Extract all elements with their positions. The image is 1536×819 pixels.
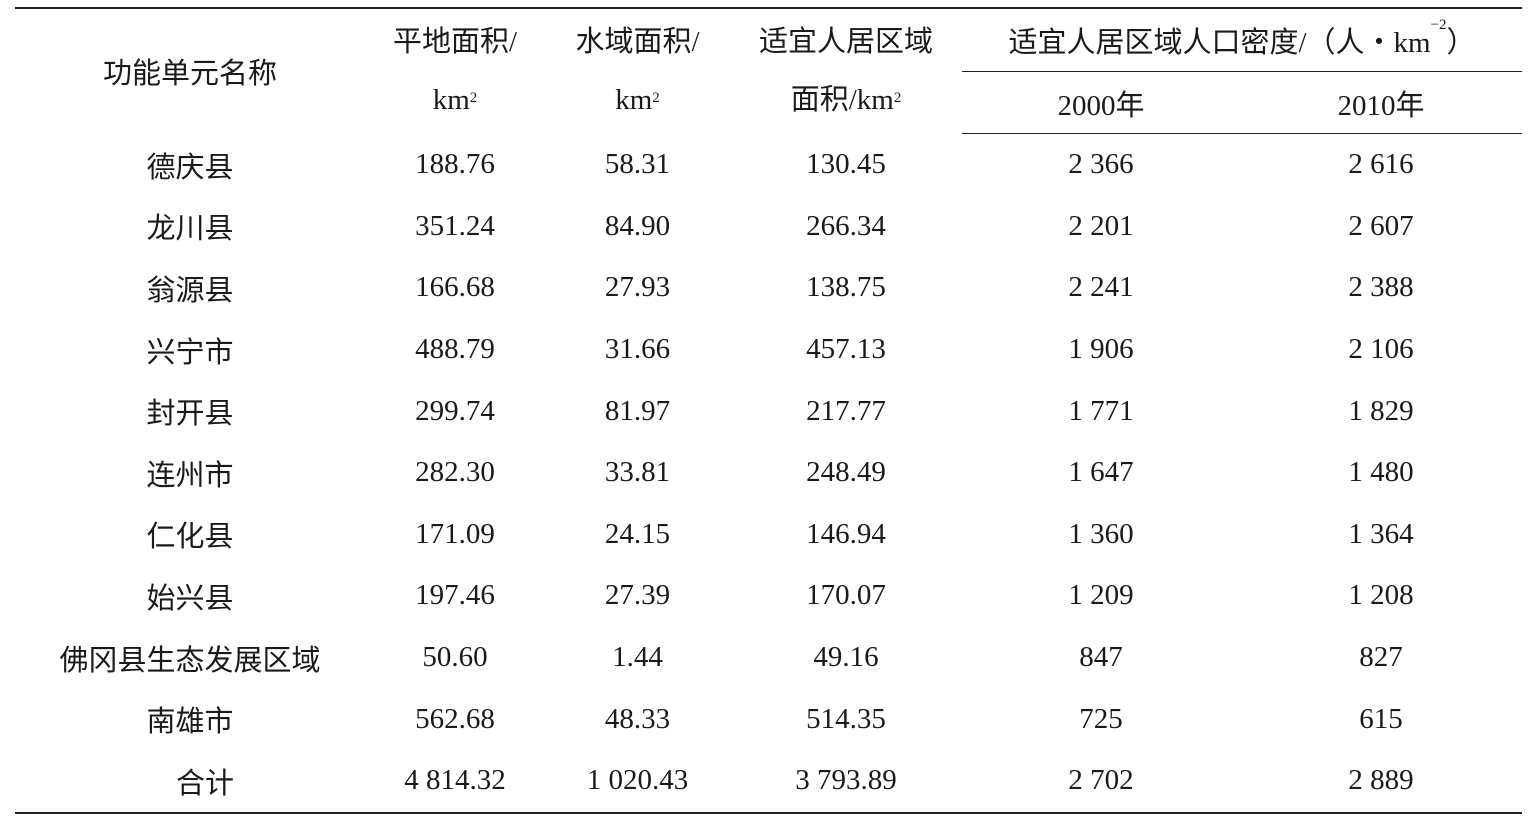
cell-density-2010: 2 106 [1348, 333, 1414, 366]
cell-flat-area: 171.09 [415, 517, 495, 550]
table-row: 封开县 299.74 81.97 217.77 1 771 1 829 [15, 380, 1522, 442]
cell-flat-area: 562.68 [415, 702, 495, 735]
cell-flat-area: 197.46 [415, 579, 495, 612]
cell-water-area: 31.66 [604, 333, 671, 366]
cell-density-2010: 1 829 [1348, 394, 1414, 427]
table-row: 南雄市 562.68 48.33 514.35 725 615 [15, 688, 1522, 750]
cell-density-2000: 1 209 [1068, 579, 1134, 612]
cell-name: 连州市 [146, 459, 234, 492]
cell-density-2010: 2 616 [1348, 148, 1414, 181]
cell-name: 佛冈县生态发展区域 [59, 644, 321, 677]
header-2000: 2000年 [962, 71, 1240, 134]
header-density: 适宜人居区域人口密度/（人・km−2） [962, 8, 1523, 72]
cell-density-2000: 1 906 [1068, 333, 1134, 366]
cell-water-area: 1 020.43 [586, 764, 689, 797]
cell-water-area: 27.39 [604, 579, 671, 612]
cell-density-2010: 1 208 [1348, 579, 1414, 612]
cell-density-2010: 1 480 [1348, 456, 1414, 489]
cell-flat-area: 282.30 [415, 456, 495, 489]
cell-water-area: 1.44 [612, 641, 663, 674]
table-row: 翁源县 166.68 27.93 138.75 2 241 2 388 [15, 257, 1522, 319]
cell-flat-area: 188.76 [415, 148, 495, 181]
table-row: 连州市 282.30 33.81 248.49 1 647 1 480 [15, 442, 1522, 504]
cell-habitable-area: 3 793.89 [795, 764, 897, 797]
cell-water-area: 48.33 [604, 702, 671, 735]
cell-name: 始兴县 [146, 582, 234, 615]
table-row: 合计 4 814.32 1 020.43 3 793.89 2 702 2 889 [15, 750, 1522, 813]
cell-flat-area: 166.68 [415, 271, 495, 304]
header-habitable-area: 适宜人居区域 面积/km2 [758, 26, 933, 117]
table-row: 仁化县 171.09 24.15 146.94 1 360 1 364 [15, 504, 1522, 566]
header-2010: 2010年 [1240, 71, 1523, 134]
header-water-area: 水域面积/km2 [575, 26, 700, 117]
cell-name: 翁源县 [146, 274, 234, 307]
cell-habitable-area: 130.45 [806, 148, 886, 181]
table-row: 龙川县 351.24 84.90 266.34 2 201 2 607 [15, 196, 1522, 258]
header-name: 功能单元名称 [102, 58, 277, 91]
cell-habitable-area: 49.16 [813, 641, 879, 674]
cell-habitable-area: 457.13 [806, 333, 886, 366]
header-flat-area: 平地面积/km2 [392, 26, 518, 117]
cell-name: 封开县 [146, 398, 234, 431]
cell-density-2010: 827 [1359, 641, 1403, 674]
cell-density-2010: 615 [1359, 702, 1403, 735]
cell-name: 合计 [175, 767, 234, 800]
cell-water-area: 81.97 [604, 394, 671, 427]
cell-flat-area: 4 814.32 [404, 764, 506, 797]
cell-density-2010: 2 889 [1348, 764, 1414, 797]
cell-water-area: 27.93 [604, 271, 671, 304]
cell-density-2000: 2 241 [1068, 271, 1134, 304]
cell-habitable-area: 217.77 [806, 394, 886, 427]
cell-density-2000: 2 201 [1068, 209, 1134, 242]
table-row: 始兴县 197.46 27.39 170.07 1 209 1 208 [15, 565, 1522, 627]
table-row: 佛冈县生态发展区域 50.60 1.44 49.16 847 827 [15, 627, 1522, 689]
cell-density-2000: 847 [1079, 641, 1123, 674]
cell-habitable-area: 514.35 [806, 702, 886, 735]
cell-density-2010: 2 388 [1348, 271, 1414, 304]
cell-flat-area: 351.24 [415, 209, 495, 242]
table-row: 兴宁市 488.79 31.66 457.13 1 906 2 106 [15, 319, 1522, 381]
cell-flat-area: 488.79 [415, 333, 495, 366]
cell-flat-area: 299.74 [415, 394, 495, 427]
table-row: 德庆县 188.76 58.31 130.45 2 366 2 616 [15, 134, 1522, 196]
cell-habitable-area: 248.49 [806, 456, 886, 489]
cell-density-2010: 2 607 [1348, 209, 1414, 242]
cell-habitable-area: 266.34 [806, 209, 886, 242]
cell-water-area: 84.90 [604, 209, 671, 242]
cell-flat-area: 50.60 [422, 641, 488, 674]
cell-water-area: 24.15 [604, 517, 671, 550]
cell-name: 仁化县 [146, 521, 234, 554]
cell-habitable-area: 146.94 [806, 517, 886, 550]
cell-habitable-area: 170.07 [806, 579, 886, 612]
cell-density-2000: 1 771 [1068, 394, 1134, 427]
cell-name: 兴宁市 [146, 336, 234, 369]
cell-density-2010: 1 364 [1348, 517, 1414, 550]
cell-density-2000: 2 366 [1068, 148, 1134, 181]
cell-water-area: 33.81 [604, 456, 671, 489]
cell-density-2000: 725 [1079, 702, 1123, 735]
cell-density-2000: 2 702 [1068, 764, 1134, 797]
data-table: 功能单元名称 平地面积/km2 水域面积/km2 适宜人居区域 面积/km2 适宜… [15, 7, 1523, 814]
cell-density-2000: 1 360 [1068, 517, 1134, 550]
cell-water-area: 58.31 [604, 148, 671, 181]
cell-density-2000: 1 647 [1068, 456, 1134, 489]
cell-habitable-area: 138.75 [806, 271, 886, 304]
cell-name: 龙川县 [146, 213, 234, 246]
cell-name: 南雄市 [146, 706, 234, 739]
cell-name: 德庆县 [146, 151, 234, 184]
